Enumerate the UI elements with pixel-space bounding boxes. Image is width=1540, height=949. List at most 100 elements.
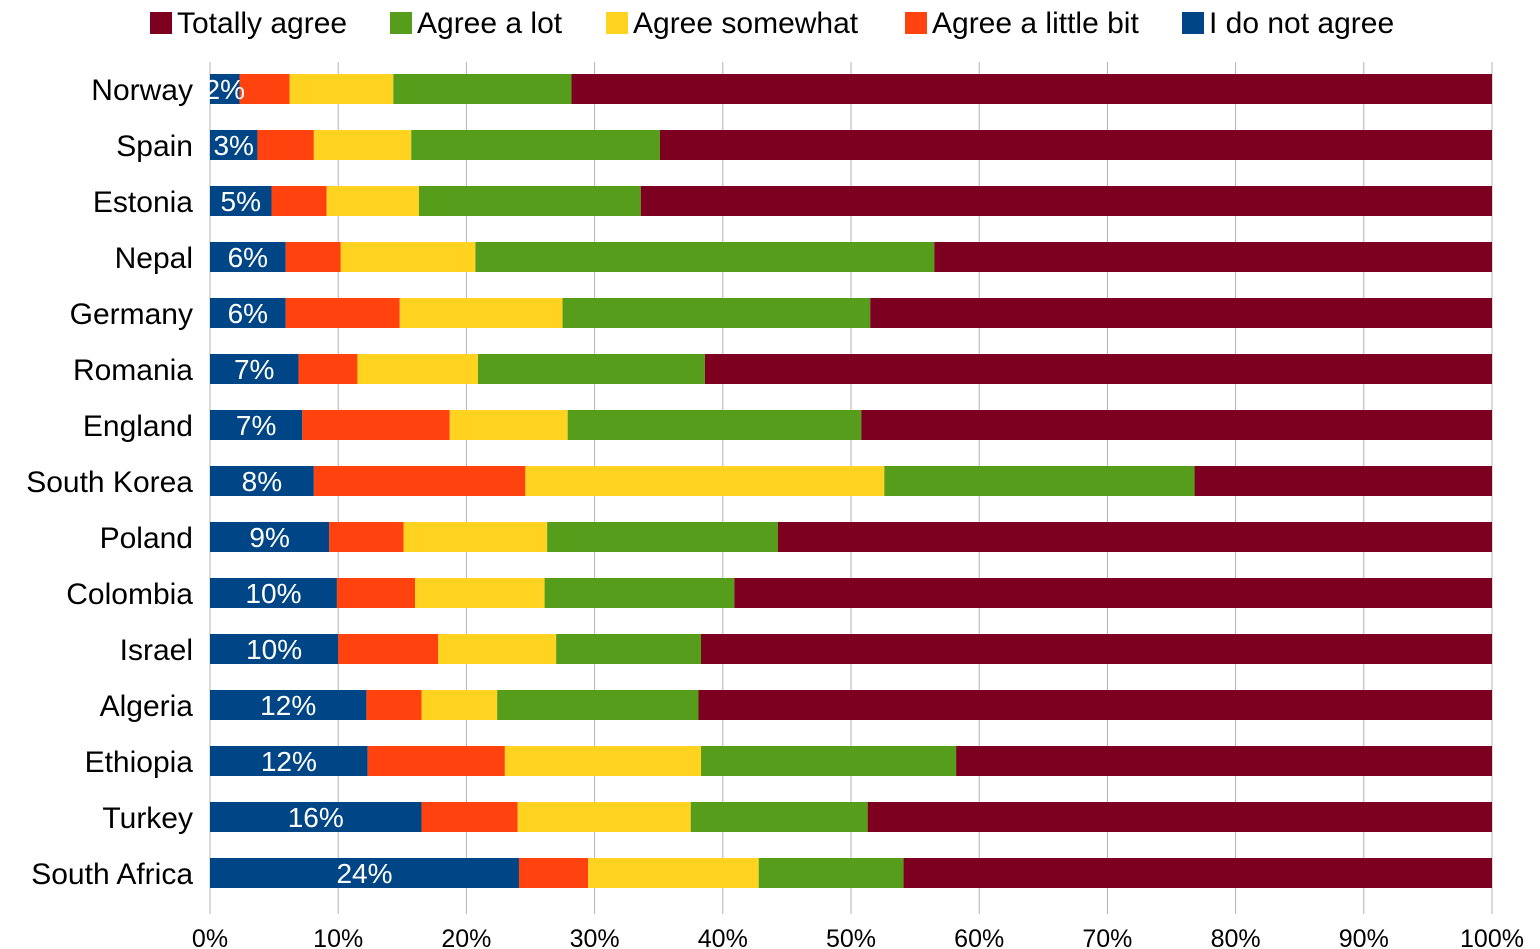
bar-segment [338,634,439,664]
bar-segment [313,130,412,160]
bar-segment [449,410,568,440]
bar-segment [690,802,868,832]
legend: Totally agree Agree a lot Agree somewhat Ag… [150,7,1394,40]
bar-data-label: 6% [228,298,268,329]
bar-segment [302,410,450,440]
x-tick-label: 100% [1460,925,1524,949]
bar-segment [525,466,885,496]
x-tick-label: 50% [826,925,876,949]
legend-swatch [905,12,927,34]
bar-segment [285,242,341,272]
bar-segment [659,130,1492,160]
bar-segment [298,354,358,384]
bar-segment [418,186,641,216]
bar-segment [329,522,404,552]
bar-segment [701,634,1492,664]
legend-swatch [1182,12,1204,34]
bar-segment [340,242,476,272]
bar-data-label: 12% [260,690,316,721]
x-tick-label: 80% [1211,925,1261,949]
legend-swatch [390,12,412,34]
bar-segment [210,298,286,328]
x-tick-label: 90% [1339,925,1389,949]
bar-segment [313,466,526,496]
legend-label: I do not agree [1209,7,1394,40]
bar-segment [934,242,1492,272]
bar-segment [210,802,422,832]
bar-segment [411,130,660,160]
bar-segment [210,466,314,496]
legend-swatch [150,12,172,34]
bar-segment [956,746,1492,776]
x-tick-label: 0% [192,925,228,949]
category-label: Ethiopia [85,746,194,779]
legend-label: Agree somewhat [633,7,859,40]
bar-data-label: 10% [245,578,301,609]
bar-segment [239,74,290,104]
bar-segment [734,578,1492,608]
bar-segment [366,690,422,720]
bar-segment [544,578,735,608]
bar-segment [867,802,1492,832]
bar-segment [421,690,498,720]
legend-label: Agree a lot [417,7,563,40]
bar-segment [210,578,337,608]
bar-data-label: 16% [288,802,344,833]
bar-data-label: 10% [246,634,302,665]
bar-segment [477,354,705,384]
x-tick-label: 40% [698,925,748,949]
bar-segment [393,74,572,104]
bar-segment [640,186,1492,216]
category-label: South Korea [26,466,193,499]
bars [210,74,1492,888]
x-tick-label: 10% [313,925,363,949]
bar-segment [698,690,1492,720]
x-tick-label: 70% [1082,925,1132,949]
bar-segment [562,298,871,328]
legend-label: Agree a little bit [932,7,1139,40]
bar-segment [1194,466,1492,496]
bar-segment [210,186,272,216]
bar-segment [210,354,299,384]
category-label: Germany [70,298,193,331]
category-label: Nepal [115,242,193,275]
bar-segment [210,634,339,664]
bar-data-label: 9% [249,522,289,553]
category-label: Israel [120,634,193,667]
bar-segment [438,634,557,664]
value-axis: 0% 10% 20% 30% 40% 50% 60% 70% 80% 90% 100% [192,925,1524,949]
bar-segment [588,858,759,888]
bar-segment [336,578,416,608]
category-label: Norway [91,74,193,107]
bar-segment [210,690,367,720]
bar-segment [777,522,1492,552]
bar-segment [210,242,286,272]
bar-segment [399,298,563,328]
bar-segment [210,858,519,888]
legend-swatch [606,12,628,34]
category-label: Colombia [66,578,193,611]
category-label: Algeria [100,690,194,723]
bar-segment [556,634,702,664]
category-label: Poland [100,522,193,555]
category-label: Estonia [93,186,193,219]
bar-segment [285,298,400,328]
bar-data-label: 8% [242,466,282,497]
category-label: South Africa [31,858,193,891]
bar-segment [421,802,518,832]
bar-segment [289,74,394,104]
x-tick-label: 20% [441,925,491,949]
bar-segment [403,522,548,552]
bar-data-label: 7% [236,410,276,441]
category-axis: Norway Spain Estonia Nepal Germany Romania Eng… [26,74,193,891]
category-label: Turkey [102,802,193,835]
bar-segment [758,858,904,888]
bar-data-label: 12% [261,746,317,777]
x-tick-label: 60% [954,925,1004,949]
bar-segment [357,354,478,384]
bar-segment [547,522,778,552]
bar-data-label: 7% [234,354,274,385]
bar-segment [567,410,862,440]
bar-data-label: 2% [205,74,245,105]
